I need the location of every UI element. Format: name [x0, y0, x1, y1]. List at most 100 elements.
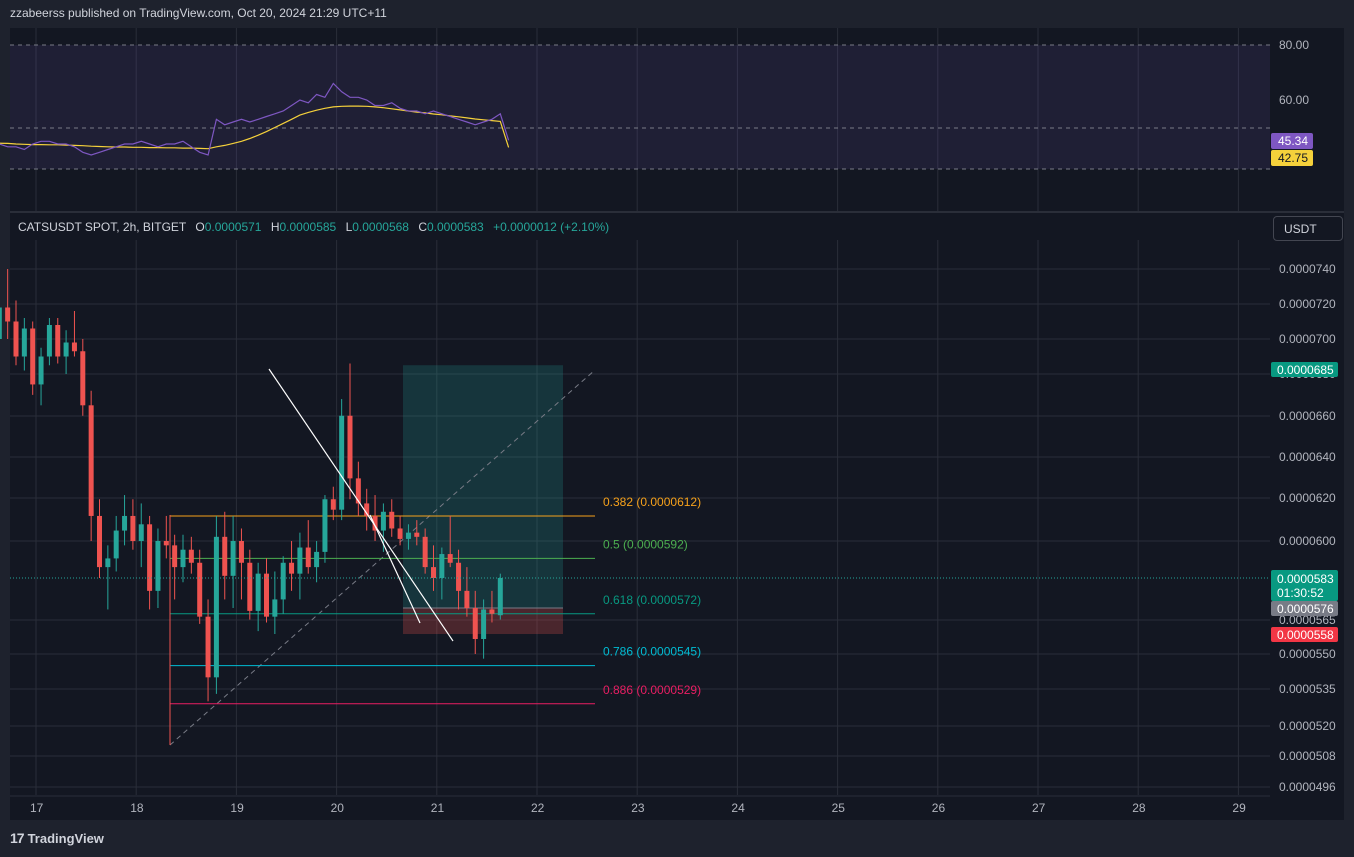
candle-body [330, 499, 336, 510]
close-key: C [418, 220, 427, 234]
candle-body [481, 609, 487, 639]
long-position-tool[interactable] [403, 365, 563, 634]
price-tick: 0.0000600 [1279, 534, 1336, 548]
tradingview-footer: 17 TradingView [10, 830, 104, 846]
candle-body [80, 351, 86, 406]
fib-level-label: 0.618 (0.0000572) [603, 593, 701, 607]
tradingview-logo-icon: 17 [10, 830, 25, 846]
time-tick: 20 [331, 801, 345, 815]
high-value: 0.0000585 [279, 220, 337, 234]
candle-body [372, 515, 378, 531]
time-tick: 28 [1132, 801, 1146, 815]
candle-body [380, 511, 386, 531]
trend-line-short [369, 514, 421, 624]
candle-body [105, 558, 111, 568]
candle-body [389, 511, 395, 529]
close-value: 0.0000583 [427, 220, 484, 234]
open-value: 0.0000571 [204, 220, 262, 234]
candle-body [38, 356, 44, 385]
rsi-axis-tick: 80.00 [1279, 38, 1309, 52]
candles [0, 269, 503, 702]
price-tick: 0.0000740 [1279, 262, 1336, 276]
time-tick: 25 [832, 801, 846, 815]
candle-body [414, 532, 420, 537]
candle-body [0, 307, 2, 339]
time-tick: 21 [431, 801, 445, 815]
candle-body [30, 328, 36, 385]
rsi-pane[interactable] [10, 28, 1344, 211]
time-tick: 22 [531, 801, 545, 815]
candle-body [172, 545, 178, 568]
price-tick: 0.0000535 [1279, 682, 1336, 696]
candle-body [71, 342, 77, 352]
target-price-label: 0.0000685 [1277, 363, 1334, 377]
candle-body [180, 549, 186, 568]
price-tick: 0.0000550 [1279, 647, 1336, 661]
candle-body [314, 551, 320, 568]
candle-body [272, 599, 278, 617]
trend-lines[interactable] [268, 368, 454, 642]
candle-body [205, 616, 211, 678]
candle-body [188, 549, 194, 563]
candle-body [88, 405, 94, 516]
price-axis[interactable]: 0.00007400.00007200.00007000.00006800.00… [1279, 262, 1336, 794]
price-tick: 0.0000700 [1279, 332, 1336, 346]
fib-trend-line [169, 369, 596, 746]
rsi-value-badge [1271, 133, 1313, 149]
high-key: H [270, 220, 280, 234]
currency-button[interactable]: USDT [1273, 216, 1343, 241]
candle-body [247, 562, 253, 611]
price-tick: 0.0000508 [1279, 749, 1336, 763]
time-axis[interactable]: 17 18 19 20 21 22 23 24 25 26 27 28 29 [10, 795, 1270, 815]
rsi-line [0, 82, 510, 156]
candle-body [213, 536, 219, 678]
rsi-value-label: 45.34 [1278, 134, 1308, 148]
candle-body [289, 562, 295, 574]
candle-body [405, 532, 411, 539]
price-pane[interactable] [10, 213, 1344, 820]
rsi-levels [10, 44, 1270, 170]
time-tick: 19 [230, 801, 244, 815]
symbol-label[interactable]: CATSUSDT SPOT, 2h, BITGET [18, 220, 187, 234]
time-tick: 27 [1032, 801, 1046, 815]
time-tick: 23 [631, 801, 645, 815]
candle-body [5, 307, 11, 322]
candle-body [163, 541, 169, 546]
candle-body [122, 515, 128, 531]
candle-body [472, 608, 478, 639]
candle-body [138, 524, 144, 541]
candle-body [439, 554, 445, 578]
candle-body [497, 578, 503, 616]
candle-body [147, 524, 153, 591]
fib-level-label: 0.382 (0.0000612) [603, 495, 701, 509]
fib-level-label: 0.5 (0.0000592) [603, 537, 688, 551]
fibonacci-retracement[interactable]: 0.382 (0.0000612) 0.5 (0.0000592) 0.618 (0… [169, 369, 701, 746]
price-tick: 0.0000720 [1279, 297, 1336, 311]
candle-body [63, 342, 69, 357]
candle-body [46, 325, 52, 357]
price-tick: 0.0000620 [1279, 491, 1336, 505]
tradingview-brand: TradingView [27, 830, 104, 846]
price-tick: 0.0000660 [1279, 409, 1336, 423]
open-key: O [195, 220, 205, 234]
rsi-ma-badge [1271, 150, 1313, 166]
time-tick: 17 [30, 801, 44, 815]
publish-header: zzabeerss published on TradingView.com, … [10, 6, 387, 20]
candle-body [222, 536, 228, 576]
fib-level-label: 0.786 (0.0000545) [603, 645, 701, 659]
candle-body [339, 415, 345, 510]
candle-body [489, 609, 495, 614]
bar-countdown: 01:30:52 [1277, 586, 1324, 600]
candle-body [305, 547, 311, 568]
rsi-ma-label: 42.75 [1278, 151, 1308, 165]
grid [10, 28, 1270, 795]
candle-body [464, 590, 470, 608]
candle-body [447, 554, 453, 563]
time-tick: 26 [932, 801, 946, 815]
candle-body [230, 541, 236, 576]
candle-body [155, 541, 161, 591]
candle-body [130, 515, 136, 541]
candle-body [347, 415, 353, 479]
candle-body [280, 562, 286, 600]
